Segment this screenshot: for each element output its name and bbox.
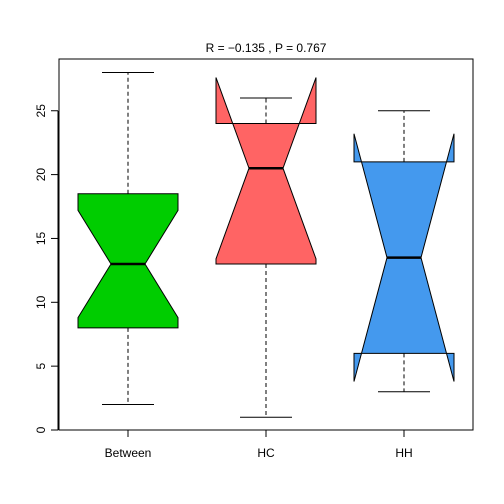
y-tick-label: 20 — [34, 168, 48, 182]
x-tick-label: Between — [105, 446, 152, 460]
box-between: Between — [77, 71, 179, 460]
y-tick-label: 0 — [34, 426, 48, 433]
chart-title: R = −0.135 , P = 0.767 — [206, 41, 327, 55]
x-tick-label: HH — [395, 446, 412, 460]
box-body — [77, 193, 179, 329]
x-tick-label: HC — [257, 446, 275, 460]
y-tick-label: 25 — [34, 104, 48, 118]
y-tick-label: 5 — [34, 362, 48, 369]
y-tick-label: 15 — [34, 231, 48, 245]
box-body — [215, 77, 317, 265]
box-hc: HC — [215, 77, 317, 460]
box-hh: HH — [353, 110, 455, 460]
y-tick-label: 10 — [34, 295, 48, 309]
